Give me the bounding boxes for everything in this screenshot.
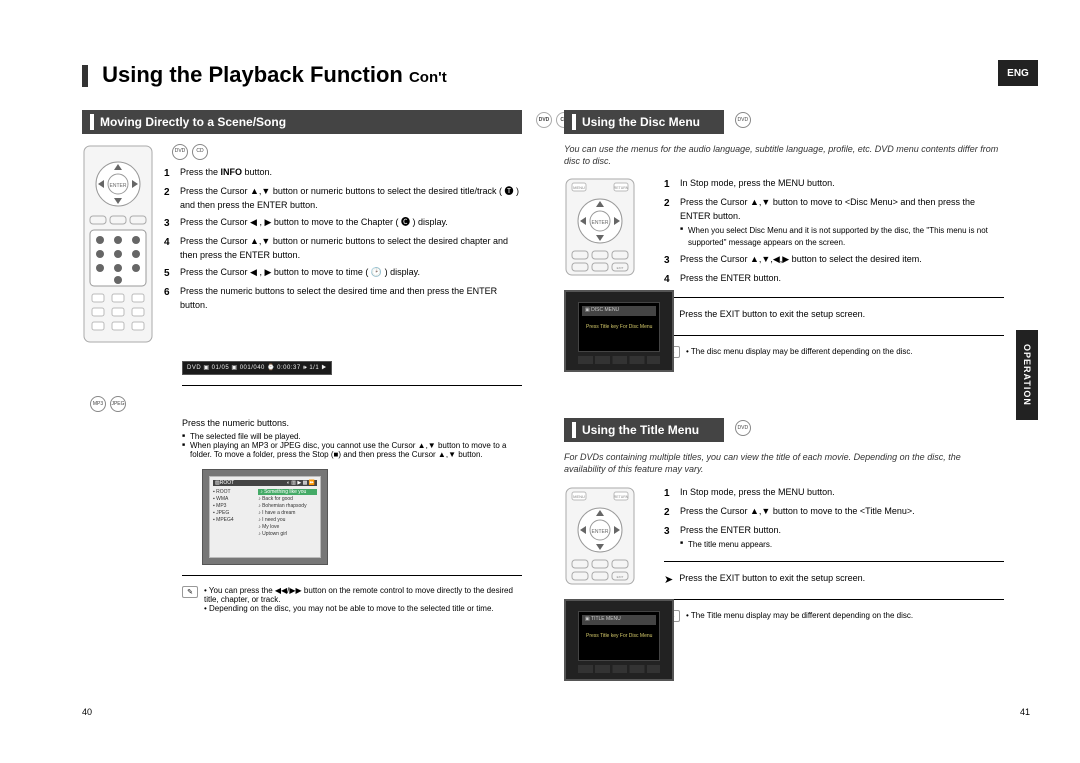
heading-bar-icon — [572, 114, 576, 130]
title-bar-icon — [82, 65, 88, 87]
tm-note: ✎ • The Title menu display may be differ… — [664, 610, 1004, 622]
svg-text:RETURN: RETURN — [614, 186, 629, 190]
mp3-bullet-1: The selected file will be played. — [182, 432, 522, 441]
divider — [182, 575, 522, 576]
step-3: 3Press the Cursor ◀ , ▶ button to move t… — [164, 216, 522, 231]
dvd-icon: DVD — [735, 112, 751, 128]
heading-text: Using the Disc Menu — [582, 115, 700, 129]
section-heading-disc-menu: Using the Disc Menu — [564, 110, 724, 134]
section-heading-scene-song: Moving Directly to a Scene/Song DVD CD M… — [82, 110, 522, 134]
divider — [182, 385, 522, 386]
left-column: Moving Directly to a Scene/Song DVD CD M… — [82, 110, 522, 613]
svg-text:ENTER: ENTER — [592, 529, 609, 535]
note-skip: ✎ • You can press the ◀◀/▶▶ button on th… — [182, 586, 522, 613]
jpeg-icon: JPEG — [110, 396, 126, 412]
song-list: ♪ Something like you ♪ Back for good ♪ B… — [258, 488, 317, 538]
disc-menu-row: MENU RETURN ENTER EXIT — [564, 177, 1004, 378]
divider — [664, 561, 1004, 562]
title-text: Using the Playback Function — [102, 62, 403, 87]
remote-illustration-disc: MENU RETURN ENTER EXIT — [564, 177, 636, 280]
scene-steps-list: DVD CD 1Press the INFO button. 2Press th… — [164, 144, 522, 316]
step-2: 2Press the Cursor ▲,▼ button or numeric … — [164, 185, 522, 212]
svg-text:MENU: MENU — [573, 185, 585, 190]
section-tab: OPERATION — [1016, 330, 1038, 420]
mp3-bullet-2: When playing an MP3 or JPEG disc, you ca… — [182, 441, 522, 459]
tm-step-3: 3 Press the ENTER button. The title menu… — [664, 524, 1004, 552]
dvd-icon: DVD — [536, 112, 552, 128]
tm-step-3b: The title menu appears. — [680, 539, 781, 551]
remote-illustration: ENTER — [82, 144, 154, 347]
dvd-icon: DVD — [172, 144, 188, 160]
svg-text:MENU: MENU — [573, 494, 585, 499]
tm-note-text: The Title menu display may be different … — [691, 611, 913, 620]
step-6: 6Press the numeric buttons to select the… — [164, 285, 522, 312]
heading-text: Using the Title Menu — [582, 423, 699, 437]
language-tab: ENG — [998, 60, 1038, 86]
mp3-icon: MP3 — [90, 396, 106, 412]
dvd-info-display: DVD ▣ 01/05 ▣ 001/040 ⌚ 0:00:37 🕪 1/1 ▶ — [182, 361, 332, 375]
note-text-2: Depending on the disc, you may not be ab… — [209, 604, 494, 613]
title-menu-steps: 1In Stop mode, press the MENU button. 2P… — [664, 486, 1004, 622]
remote-icon: MENU RETURN ENTER EXIT — [564, 177, 636, 277]
title-cont: Con't — [409, 69, 447, 86]
exit-arrow-icon: ➤ — [664, 572, 673, 589]
svg-text:EXIT: EXIT — [617, 575, 624, 579]
step-4: 4Press the Cursor ▲,▼ button or numeric … — [164, 235, 522, 262]
dm-exit-text: Press the EXIT button to exit the setup … — [679, 308, 865, 322]
heading-text: Moving Directly to a Scene/Song — [100, 115, 286, 129]
tm-exit: ➤ Press the EXIT button to exit the setu… — [664, 572, 1004, 589]
divider — [664, 599, 1004, 600]
remote-illustration-title: MENU RETURN ENTER EXIT — [564, 486, 636, 589]
title-menu-note: For DVDs containing multiple titles, you… — [564, 452, 1004, 475]
remote-icon: ENTER — [82, 144, 154, 344]
step-1: 1Press the INFO button. — [164, 166, 522, 181]
disc-menu-steps: 1In Stop mode, press the MENU button. 2 … — [664, 177, 1004, 358]
dm-step-1: 1In Stop mode, press the MENU button. — [664, 177, 1004, 192]
page-number-right: 41 — [1020, 707, 1030, 717]
title-menu-row: MENU RETURN ENTER EXIT — [564, 486, 1004, 687]
divider — [664, 335, 1004, 336]
dm-note-text: The disc menu display may be different d… — [691, 347, 913, 356]
cd-icon: CD — [192, 144, 208, 160]
dm-step-3: 3Press the Cursor ▲,▼,◀,▶ button to sele… — [664, 253, 1004, 268]
page-number-left: 40 — [82, 707, 92, 717]
step-5: 5Press the Cursor ◀ , ▶ button to move t… — [164, 266, 522, 281]
title-menu-screen: ▣ TITLE MENU Press Title key For Disc Me… — [564, 599, 674, 681]
dm-exit: ➤ Press the EXIT button to exit the setu… — [664, 308, 1004, 325]
inline-disc-icons: DVD CD — [172, 144, 522, 160]
title-menu-icons: DVD — [735, 420, 751, 436]
note-icon: ✎ — [182, 586, 198, 598]
page-title: Using the Playback Function Con't — [82, 62, 447, 88]
right-column: Using the Disc Menu DVD You can use the … — [564, 110, 1004, 687]
disc-menu-screen: ▣ DISC MENU Press Title key For Disc Men… — [564, 290, 674, 372]
mp3-instruction-heading: Press the numeric buttons. — [182, 418, 289, 428]
tm-step-2: 2Press the Cursor ▲,▼ button to move to … — [664, 505, 1004, 520]
scene-steps-row: ENTER — [82, 144, 522, 357]
disc-menu-note: You can use the menus for the audio lang… — [564, 144, 1004, 167]
heading-bar-icon — [572, 422, 576, 438]
dm-step-2b: When you select Disc Menu and it is not … — [680, 225, 1004, 249]
svg-text:RETURN: RETURN — [614, 495, 629, 499]
tm-exit-text: Press the EXIT button to exit the setup … — [679, 572, 865, 586]
svg-text:EXIT: EXIT — [617, 266, 624, 270]
section-heading-title-menu: Using the Title Menu — [564, 418, 724, 442]
svg-text:ENTER: ENTER — [592, 220, 609, 226]
mp3-disc-icons: MP3 JPEG — [90, 396, 522, 412]
file-list-screen: ▧ROOT◐ ▥ ▶ ▩ ⏩ ▪ ROOT ▪ WMA ▪ MP3 ▪ JPEG… — [202, 469, 328, 565]
mp3-section: MP3 JPEG Press the numeric buttons. The … — [82, 396, 522, 613]
tm-step-1: 1In Stop mode, press the MENU button. — [664, 486, 1004, 501]
dm-step-2: 2 Press the Cursor ▲,▼ button to move to… — [664, 196, 1004, 249]
dm-step-4: 4Press the ENTER button. — [664, 272, 1004, 287]
svg-text:ENTER: ENTER — [110, 183, 127, 189]
dm-note: ✎ • The disc menu display may be differe… — [664, 346, 1004, 358]
note-text-1: You can press the ◀◀/▶▶ button on the re… — [204, 586, 513, 604]
divider — [664, 297, 1004, 298]
dvd-icon: DVD — [735, 420, 751, 436]
folder-list: ▪ ROOT ▪ WMA ▪ MP3 ▪ JPEG ▪ MPEG4 — [213, 488, 252, 538]
heading-bar-icon — [90, 114, 94, 130]
disc-menu-icons: DVD — [735, 112, 751, 128]
remote-icon: MENU RETURN ENTER EXIT — [564, 486, 636, 586]
